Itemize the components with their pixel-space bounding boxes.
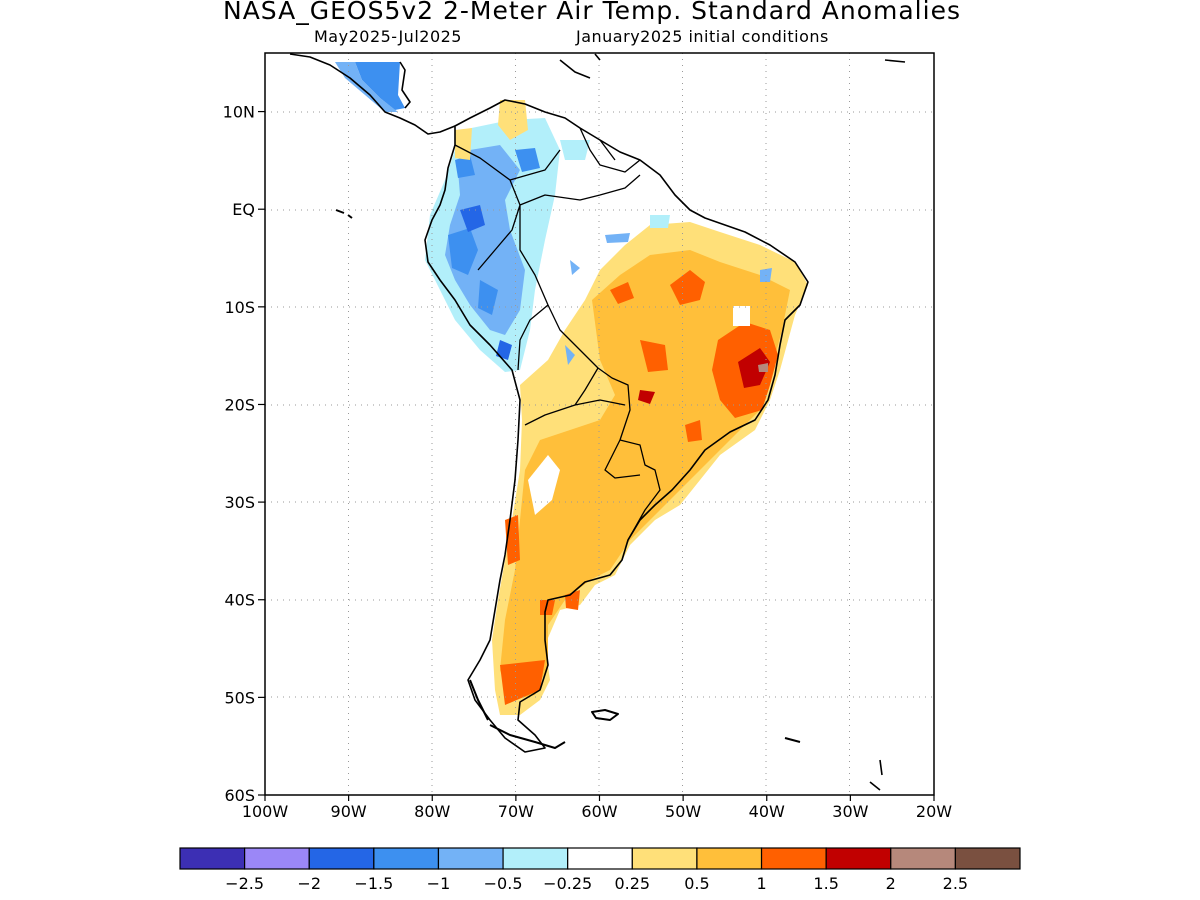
- lat-tick-label: EQ: [232, 200, 255, 219]
- lon-tick-label: 100W: [242, 802, 289, 821]
- lon-tick-label: 90W: [331, 802, 367, 821]
- lat-tick-label: 60S: [224, 786, 255, 805]
- color-bar-label: 1: [756, 874, 766, 893]
- color-bar-swatch: [825, 847, 892, 870]
- coast-caribbean-islands: [559, 53, 906, 791]
- color-bar-label: 1.5: [813, 874, 838, 893]
- color-bar-label: −1.5: [354, 874, 393, 893]
- lon-tick-label: 50W: [665, 802, 701, 821]
- color-bar-label: −0.5: [484, 874, 523, 893]
- region-central-america-cold: [355, 62, 405, 110]
- lat-tick-label: 30S: [224, 493, 255, 512]
- region-brazil-east-hot: [500, 270, 778, 705]
- lon-tick-label: 40W: [749, 802, 785, 821]
- coast-falklands: [591, 709, 801, 743]
- lat-tick-label: 20S: [224, 395, 255, 414]
- coastlines: [289, 53, 906, 791]
- color-bar-label: −2: [297, 874, 321, 893]
- anomaly-shading: [335, 62, 808, 715]
- color-bar: [179, 847, 1021, 870]
- color-bar-swatch: [179, 847, 246, 870]
- color-bar-swatch: [696, 847, 763, 870]
- region-andes-cold-cells: [448, 148, 540, 315]
- lon-tick-label: 60W: [581, 802, 617, 821]
- color-bar-swatch: [760, 847, 827, 870]
- lon-tick-label: 30W: [832, 802, 868, 821]
- region-guiana-warm: [455, 100, 528, 160]
- lon-tick-label: 20W: [916, 802, 952, 821]
- coast-galapagos: [335, 209, 353, 219]
- lat-tick-label: 10N: [223, 103, 255, 122]
- color-bar-swatch: [631, 847, 698, 870]
- initial-conditions: January2025 initial conditions: [576, 27, 829, 46]
- color-bar-label: −1: [427, 874, 451, 893]
- color-bar-swatch: [890, 847, 956, 870]
- region-chaco-neutral: [528, 455, 560, 515]
- color-bar-swatch: [567, 847, 633, 870]
- color-bar-label: 2: [886, 874, 896, 893]
- color-bar-label: 0.5: [684, 874, 709, 893]
- color-bar-swatch: [954, 847, 1021, 870]
- graticule: [265, 53, 934, 795]
- color-bar-swatch: [373, 847, 440, 870]
- color-bar-swatch: [308, 847, 375, 870]
- lon-tick-label: 70W: [498, 802, 534, 821]
- color-bar-labels: −2.5 −2 −1.5 −1 −0.5 −0.25 0.25 0.5 1 1.5 2 2.5: [225, 874, 968, 893]
- color-bar-label: −2.5: [225, 874, 264, 893]
- latitude-axis: 10N EQ 10S 20S 30S 40S 50S 60S: [223, 103, 265, 805]
- coast-central-america: [289, 53, 456, 135]
- region-andes-north-cold: [445, 145, 525, 335]
- color-bar-label: −0.25: [543, 874, 592, 893]
- color-bar-swatch: [502, 847, 569, 870]
- color-bar-swatch: [244, 847, 310, 870]
- region-guiana-cool: [560, 140, 670, 228]
- region-central-america-cool: [335, 62, 398, 112]
- color-bar-label: 0.25: [614, 874, 650, 893]
- color-bar-label: 2.5: [943, 874, 968, 893]
- forecast-period: May2025-Jul2025: [314, 27, 462, 46]
- region-brazil-white-block: [733, 306, 750, 326]
- coast-south-america: [424, 99, 809, 753]
- map-title: NASA_GEOS5v2 2-Meter Air Temp. Standard …: [223, 0, 961, 25]
- region-andes-deep-cold: [460, 205, 512, 360]
- lat-tick-label: 50S: [224, 688, 255, 707]
- lon-tick-label: 80W: [414, 802, 450, 821]
- lat-tick-label: 10S: [224, 298, 255, 317]
- color-bar-swatch: [437, 847, 504, 870]
- coast-tierra-del-fuego: [469, 679, 566, 749]
- region-bahia-very-hot: [638, 348, 770, 404]
- longitude-axis: 100W 90W 80W 70W 60W 50W 40W 30W 20W: [242, 795, 952, 821]
- country-borders: [454, 127, 661, 541]
- lat-tick-label: 40S: [224, 591, 255, 610]
